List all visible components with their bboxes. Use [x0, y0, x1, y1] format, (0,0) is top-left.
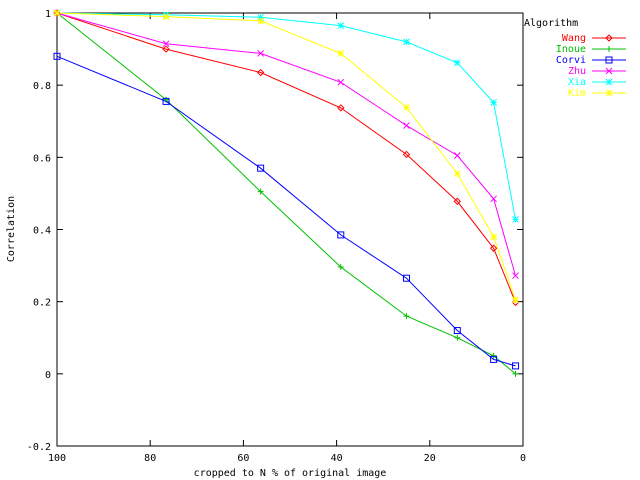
series-layer	[53, 9, 520, 377]
series-xia	[53, 9, 519, 223]
data-point	[453, 197, 462, 206]
data-point	[605, 67, 613, 75]
data-point	[257, 17, 264, 25]
series-line	[56, 12, 516, 301]
data-point	[162, 40, 170, 48]
x-tick-label: 0	[520, 453, 526, 464]
legend-label: Inoue	[556, 44, 586, 55]
axis-ticks: 100 80 60 40 20 0 -0.2 0 0.2 0.4 0.6 0.8 1	[27, 9, 526, 464]
data-point	[490, 355, 498, 363]
data-point	[403, 313, 410, 320]
y-tick-label: 0.4	[33, 226, 51, 237]
data-point	[403, 38, 410, 46]
x-tick-label: 100	[48, 453, 66, 464]
data-point	[337, 231, 345, 239]
data-point	[490, 233, 497, 241]
series-wang	[53, 9, 520, 307]
data-point	[453, 59, 461, 67]
plot-frame	[56, 12, 524, 447]
data-point	[490, 352, 497, 359]
data-point	[512, 216, 519, 223]
x-tick-label: 40	[331, 453, 343, 464]
data-point	[53, 9, 61, 17]
data-point	[605, 34, 613, 42]
series-line	[56, 12, 516, 375]
y-tick-label: 1	[45, 9, 51, 20]
series-line	[56, 55, 516, 367]
y-tick-label: -0.2	[27, 442, 51, 453]
legend-label: Xia	[568, 77, 586, 88]
y-tick-label: 0.8	[33, 81, 51, 92]
data-point	[337, 50, 345, 57]
legend-title: Algorithm	[524, 18, 578, 29]
data-point	[337, 22, 345, 29]
series-kim	[53, 9, 519, 304]
data-point	[605, 89, 613, 97]
y-tick-label: 0.2	[33, 298, 51, 309]
series-corvi	[53, 52, 520, 370]
data-point	[605, 56, 613, 64]
data-point	[337, 104, 345, 112]
data-point	[512, 362, 520, 370]
series-zhu	[53, 9, 519, 280]
x-tick-label: 20	[424, 453, 436, 464]
data-point	[606, 46, 612, 52]
legend-label: Kim	[568, 88, 586, 99]
y-tick-label: 0	[45, 370, 51, 381]
data-point	[489, 244, 498, 252]
data-point	[512, 296, 519, 304]
legend-label: Corvi	[556, 55, 586, 66]
data-point	[512, 370, 519, 377]
data-point	[605, 78, 613, 86]
data-point	[403, 274, 410, 282]
data-point	[490, 99, 497, 106]
data-point	[402, 150, 411, 159]
y-axis-label: Correlation	[6, 196, 17, 262]
data-point	[162, 45, 170, 53]
data-point	[453, 170, 461, 177]
y-tick-label: 0.6	[33, 153, 51, 164]
series-line	[56, 12, 516, 220]
x-tick-label: 80	[144, 453, 156, 464]
data-point	[403, 122, 410, 129]
data-point	[490, 195, 497, 203]
data-point	[257, 164, 265, 172]
legend-label: Zhu	[568, 66, 586, 77]
series-line	[56, 12, 516, 276]
data-point	[453, 152, 461, 159]
data-point	[162, 13, 170, 20]
data-point	[512, 272, 519, 280]
data-point	[256, 68, 265, 77]
data-point	[53, 52, 61, 60]
data-point	[257, 50, 264, 57]
data-point	[337, 264, 344, 271]
series-line	[56, 12, 516, 303]
data-point	[454, 334, 461, 341]
x-axis-label: cropped to N % of original image	[194, 468, 387, 479]
data-point	[257, 13, 264, 21]
data-point	[257, 188, 264, 195]
data-point	[162, 97, 170, 105]
data-point	[453, 327, 461, 335]
legend-label: Wang	[562, 33, 586, 44]
data-point	[337, 78, 345, 86]
data-point	[403, 104, 410, 111]
x-tick-label: 60	[237, 453, 249, 464]
